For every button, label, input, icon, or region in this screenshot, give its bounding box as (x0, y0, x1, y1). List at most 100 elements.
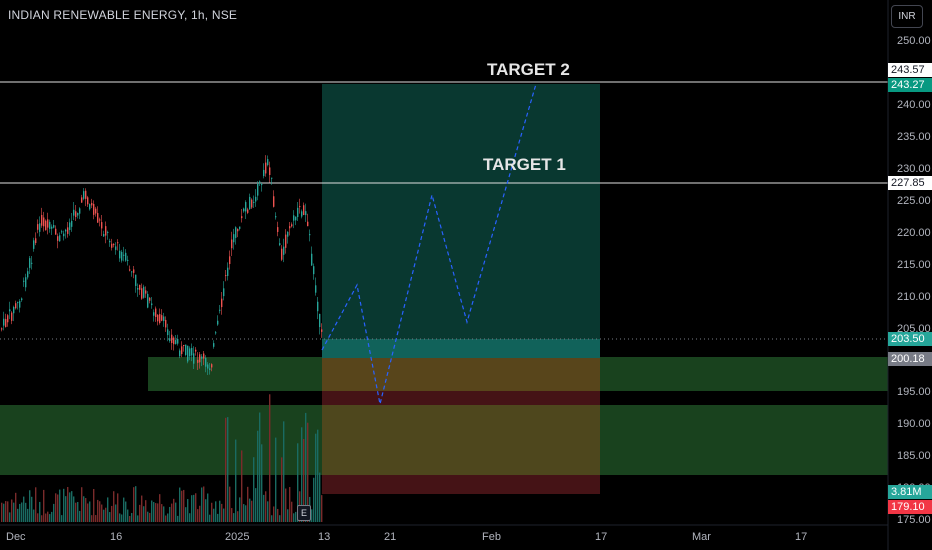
volume-bar (105, 507, 107, 522)
candle-body (293, 215, 295, 221)
volume-bar (15, 492, 17, 522)
volume-bar (239, 497, 241, 522)
candle-body (155, 308, 157, 318)
volume-bar (191, 495, 193, 522)
volume-bar (1, 502, 3, 522)
volume-bar (209, 514, 211, 522)
symbol-title[interactable]: INDIAN RENEWABLE ENERGY, 1h, NSE (8, 8, 238, 22)
candle-body (257, 183, 259, 196)
candle-body (109, 240, 111, 243)
candle-body (163, 316, 165, 322)
candle-body (7, 315, 9, 323)
volume-bar (119, 513, 121, 522)
candle-body (15, 303, 17, 309)
time-tick-label: Mar (692, 531, 711, 543)
volume-bar (97, 499, 99, 522)
volume-bar (179, 487, 181, 522)
entry-band[interactable] (322, 339, 600, 358)
candle-body (139, 284, 141, 290)
candle-body (69, 222, 71, 230)
loss-demand-overlap-2 (322, 405, 600, 475)
candle-body (27, 271, 29, 278)
price-tick-label: 220.00 (897, 226, 931, 239)
volume-bar (183, 489, 185, 522)
candle-body (75, 211, 77, 218)
target2-label[interactable]: TARGET 2 (487, 60, 570, 79)
time-tick-label: Dec (6, 531, 26, 543)
volume-bar (89, 501, 91, 522)
candle-body (57, 236, 59, 241)
candle-body (135, 274, 137, 286)
volume-bar (289, 487, 291, 522)
volume-bar (133, 487, 135, 522)
volume-bar (195, 493, 197, 522)
volume-bar (285, 488, 287, 522)
candle-body (127, 259, 129, 261)
volume-bar (151, 500, 153, 522)
candle-body (107, 231, 109, 233)
volume-bar (77, 501, 79, 522)
volume-bar (19, 503, 21, 522)
candle-body (229, 256, 231, 264)
last-price-tag: 203.50 (888, 332, 932, 346)
candles (1, 155, 323, 376)
candle-body (77, 212, 79, 216)
candle-body (263, 169, 265, 177)
volume-bar (197, 509, 199, 522)
volume-bar (229, 486, 231, 522)
volume-bar (321, 495, 323, 522)
volume-bar (61, 515, 63, 522)
candle-body (253, 201, 255, 203)
candle-body (141, 288, 143, 299)
volume-bar (51, 511, 53, 522)
candle-body (283, 246, 285, 255)
candle-body (305, 211, 307, 216)
volume-bar (75, 502, 77, 522)
candle-body (145, 290, 147, 294)
volume-bar (319, 472, 321, 522)
volume-bar (37, 513, 39, 522)
candle-body (89, 204, 91, 210)
candle-body (63, 233, 65, 237)
price-tick-label: 185.00 (897, 450, 931, 463)
volume-bar (53, 503, 55, 522)
candle-body (55, 228, 57, 235)
volume-bar (39, 501, 41, 522)
candle-body (157, 314, 159, 322)
candle-body (33, 240, 35, 249)
volume-bar (165, 515, 167, 522)
volume-bar (251, 500, 253, 522)
projection-path[interactable] (321, 83, 537, 405)
volume-bar (93, 488, 95, 522)
candle-body (131, 271, 133, 273)
volume-bar (315, 433, 317, 522)
profit-zone[interactable] (322, 84, 600, 358)
candle-body (99, 219, 101, 221)
volume-bar (231, 508, 233, 522)
volume-bar (3, 503, 5, 522)
target1-label[interactable]: TARGET 1 (483, 155, 566, 174)
volume-bar (47, 511, 49, 522)
earnings-event-marker[interactable]: E (297, 505, 311, 521)
candle-body (235, 227, 237, 238)
candle-body (265, 162, 267, 174)
volume-bar (253, 457, 255, 522)
volume-bar (95, 515, 97, 522)
candle-body (271, 177, 273, 179)
target2-box-price-tag: 243.27 (888, 78, 932, 92)
candle-body (209, 368, 211, 370)
candle-body (3, 318, 5, 326)
candle-body (297, 207, 299, 218)
currency-button[interactable]: INR (891, 5, 923, 28)
volume-bar (295, 511, 297, 522)
volume-bar (83, 496, 85, 522)
candle-body (79, 208, 81, 214)
candle-body (113, 244, 115, 246)
time-tick-label: Feb (482, 531, 501, 543)
price-tick-label: 215.00 (897, 258, 931, 271)
volume-bar (31, 496, 33, 522)
volume-bar (213, 508, 215, 522)
time-tick-label: 17 (795, 531, 808, 543)
